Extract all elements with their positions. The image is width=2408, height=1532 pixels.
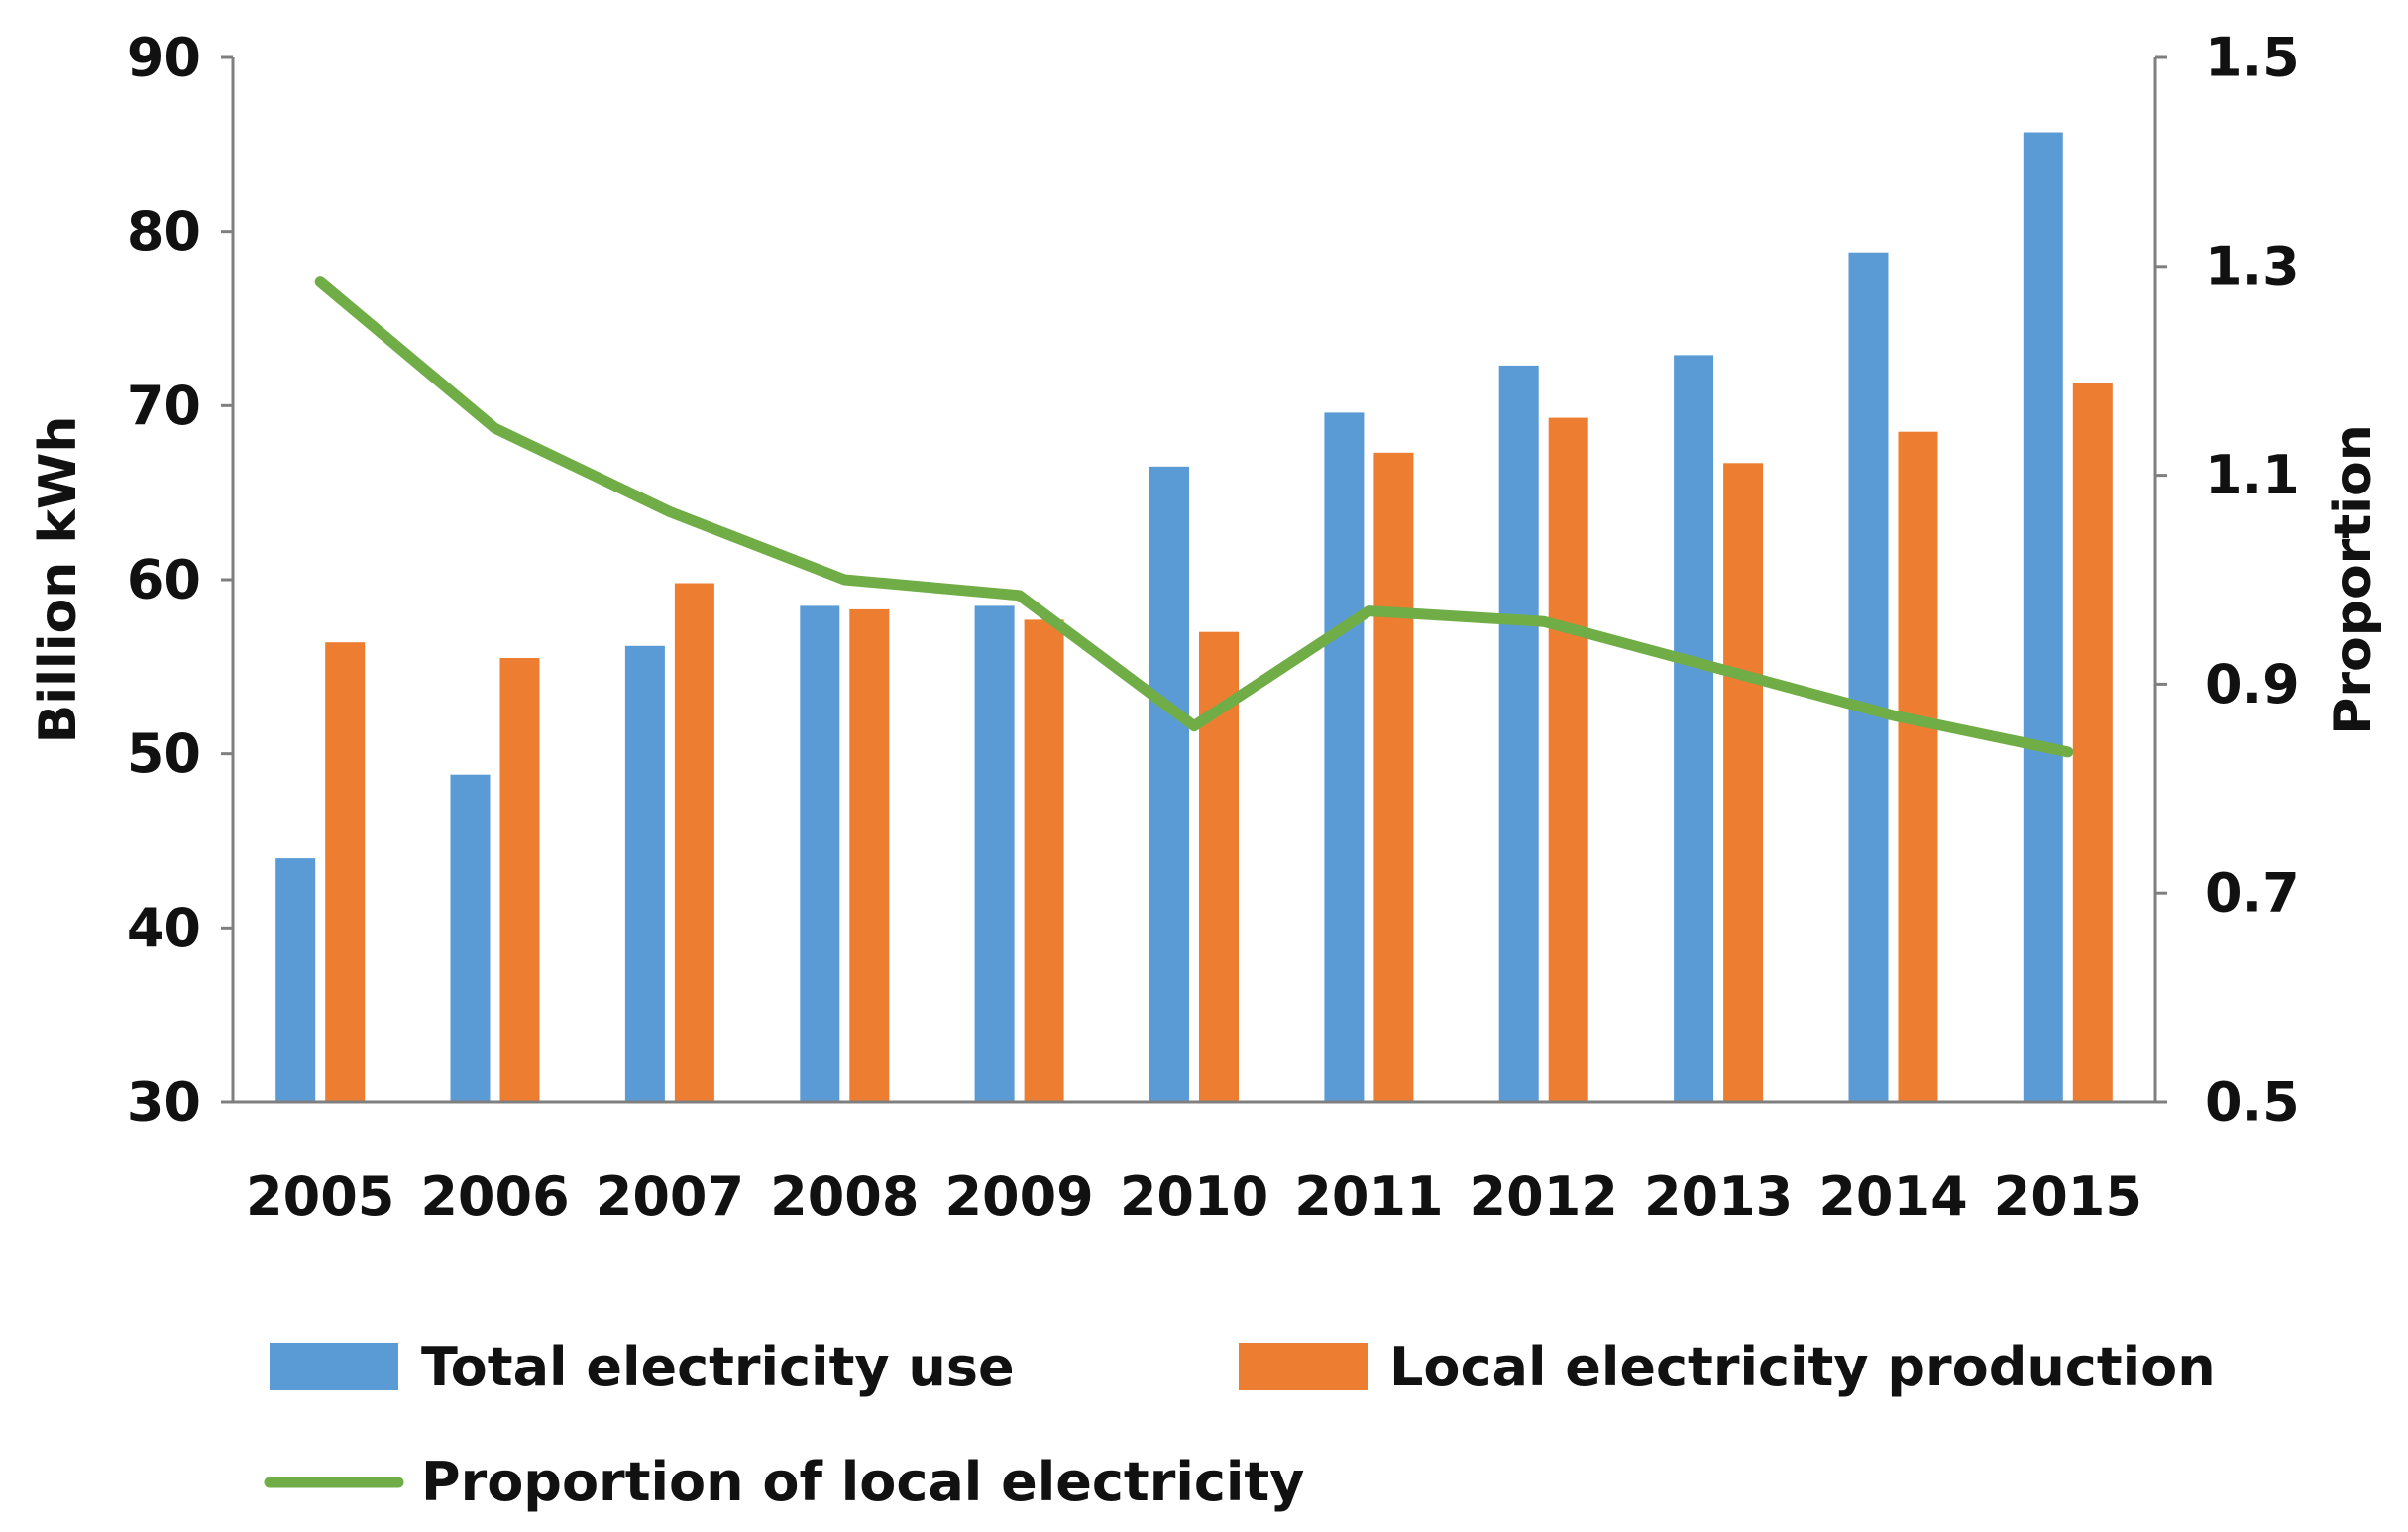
bar-total-electricity-use-2010 bbox=[1149, 466, 1189, 1102]
bar-total-electricity-use-2013 bbox=[1674, 355, 1714, 1102]
y-axis-title: Billion kWh bbox=[29, 416, 88, 744]
right-axis-ticks: 1.5 1.3 1.1 0.9 0.7 0.5 bbox=[2155, 27, 2300, 1134]
x-tick-label-2009: 2009 bbox=[944, 1165, 1093, 1228]
legend-label-local: Local electricity production bbox=[1389, 1336, 2216, 1398]
bar-local-electricity-production-2011 bbox=[1373, 452, 1414, 1102]
bar-total-electricity-use-2007 bbox=[624, 645, 665, 1102]
legend-swatch-total bbox=[270, 1343, 398, 1390]
right-tick-label-1.5: 1.5 bbox=[2205, 27, 2300, 89]
x-tick-label-2013: 2013 bbox=[1644, 1165, 1793, 1228]
bar-local-electricity-production-2008 bbox=[849, 608, 890, 1102]
x-tick-label-2010: 2010 bbox=[1120, 1165, 1268, 1228]
bar-total-electricity-use-2012 bbox=[1498, 365, 1539, 1102]
series-local-electricity-production bbox=[325, 383, 2113, 1103]
bar-total-electricity-use-2014 bbox=[1848, 252, 1889, 1102]
series-total-electricity-use bbox=[275, 132, 2063, 1102]
bar-local-electricity-production-2012 bbox=[1548, 417, 1588, 1103]
legend-label-proportion: Proportion of local electricity bbox=[421, 1451, 1304, 1513]
bar-local-electricity-production-2013 bbox=[1723, 463, 1764, 1102]
legend: Total electricity use Local electricity … bbox=[264, 1336, 2216, 1513]
right-tick-label-0.7: 0.7 bbox=[2205, 862, 2300, 925]
left-axis-ticks: 90 80 70 60 50 40 30 bbox=[127, 27, 233, 1134]
bar-total-electricity-use-2015 bbox=[2023, 132, 2063, 1102]
left-tick-label-70: 70 bbox=[127, 375, 201, 437]
proportion-line bbox=[314, 276, 2074, 758]
left-tick-label-60: 60 bbox=[127, 549, 201, 611]
legend-item-local-electricity-production: Local electricity production bbox=[1239, 1336, 2216, 1398]
x-tick-label-2007: 2007 bbox=[596, 1165, 744, 1228]
x-tick-label-2015: 2015 bbox=[1994, 1165, 2142, 1228]
x-axis-ticks: 2005 2006 2007 2008 2009 2010 2011 2012 2013 2014… bbox=[246, 1165, 2142, 1228]
bar-local-electricity-production-2015 bbox=[2072, 383, 2113, 1102]
x-tick-label-2008: 2008 bbox=[770, 1165, 919, 1228]
legend-swatch-local bbox=[1239, 1343, 1368, 1390]
plot-area bbox=[275, 132, 2113, 1103]
right-tick-label-0.9: 0.9 bbox=[2205, 653, 2300, 715]
legend-item-total-electricity-use: Total electricity use bbox=[270, 1336, 1015, 1398]
x-tick-label-2005: 2005 bbox=[246, 1165, 394, 1228]
left-tick-label-50: 50 bbox=[127, 722, 201, 785]
left-tick-label-30: 30 bbox=[127, 1071, 201, 1134]
bar-local-electricity-production-2009 bbox=[1024, 619, 1064, 1102]
left-tick-label-90: 90 bbox=[127, 27, 201, 89]
bar-total-electricity-use-2008 bbox=[800, 605, 840, 1102]
bar-local-electricity-production-2005 bbox=[325, 642, 366, 1102]
legend-label-total: Total electricity use bbox=[421, 1336, 1015, 1398]
bar-total-electricity-use-2005 bbox=[275, 858, 316, 1102]
bar-total-electricity-use-2009 bbox=[974, 605, 1015, 1102]
bar-local-electricity-production-2006 bbox=[499, 658, 540, 1102]
left-tick-label-40: 40 bbox=[127, 897, 201, 959]
right-tick-label-1.1: 1.1 bbox=[2205, 444, 2300, 506]
legend-item-proportion: Proportion of local electricity bbox=[264, 1451, 1304, 1513]
x-tick-label-2006: 2006 bbox=[420, 1165, 569, 1228]
x-tick-label-2014: 2014 bbox=[1818, 1165, 1967, 1228]
bar-local-electricity-production-2014 bbox=[1898, 431, 1938, 1102]
x-tick-label-2011: 2011 bbox=[1294, 1165, 1443, 1228]
x-tick-label-2012: 2012 bbox=[1470, 1165, 1618, 1228]
y2-axis-title: Proportion bbox=[2324, 424, 2383, 735]
bar-local-electricity-production-2007 bbox=[674, 583, 714, 1102]
right-tick-label-1.3: 1.3 bbox=[2205, 235, 2300, 297]
right-tick-label-0.5: 0.5 bbox=[2205, 1071, 2300, 1134]
left-tick-label-80: 80 bbox=[127, 200, 201, 263]
bar-total-electricity-use-2006 bbox=[450, 774, 491, 1102]
bar-total-electricity-use-2011 bbox=[1324, 412, 1365, 1102]
